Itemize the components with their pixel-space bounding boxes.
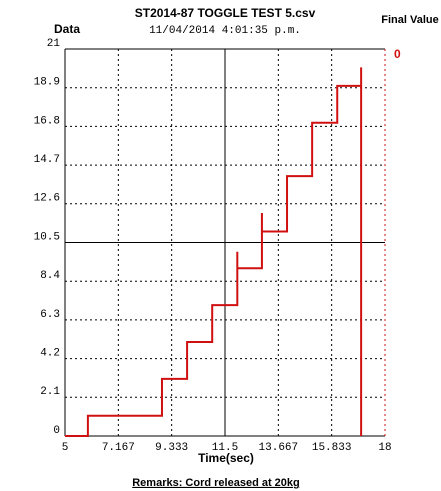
y-tick-label: 4.2 bbox=[40, 348, 60, 360]
x-tick-label: 11.5 bbox=[212, 442, 238, 454]
remarks: Remarks: Cord released at 20kg bbox=[132, 477, 300, 489]
y-tick-label: 6.3 bbox=[40, 309, 60, 321]
final-value: 0 bbox=[394, 47, 401, 61]
y-tick-label: 12.6 bbox=[34, 193, 60, 205]
y-tick-label: 18.9 bbox=[34, 77, 60, 89]
data-line bbox=[65, 67, 363, 437]
y-tick-label: 16.8 bbox=[34, 115, 60, 127]
y-tick-label: 8.4 bbox=[40, 270, 60, 282]
chart-title: ST2014-87 TOGGLE TEST 5.csv bbox=[135, 6, 316, 20]
y-tick-label: 2.1 bbox=[40, 386, 60, 398]
y-tick-label: 21 bbox=[47, 38, 61, 50]
y-axis-label: Data bbox=[54, 22, 80, 36]
x-tick-label: 15.833 bbox=[312, 442, 352, 454]
chart-subtitle: 11/04/2014 4:01:35 p.m. bbox=[149, 25, 301, 37]
x-tick-label: 9.333 bbox=[155, 442, 188, 454]
x-tick-label: 18 bbox=[378, 442, 391, 454]
final-value-label: Final Value bbox=[381, 14, 438, 26]
y-tick-label: 10.5 bbox=[34, 231, 60, 243]
y-tick-label: 0 bbox=[53, 425, 60, 437]
y-tick-label: 14.7 bbox=[34, 154, 60, 166]
x-tick-label: 13.667 bbox=[259, 442, 299, 454]
x-tick-label: 7.167 bbox=[102, 442, 135, 454]
x-axis-label: Time(sec) bbox=[198, 451, 254, 465]
x-tick-label: 5 bbox=[62, 442, 69, 454]
